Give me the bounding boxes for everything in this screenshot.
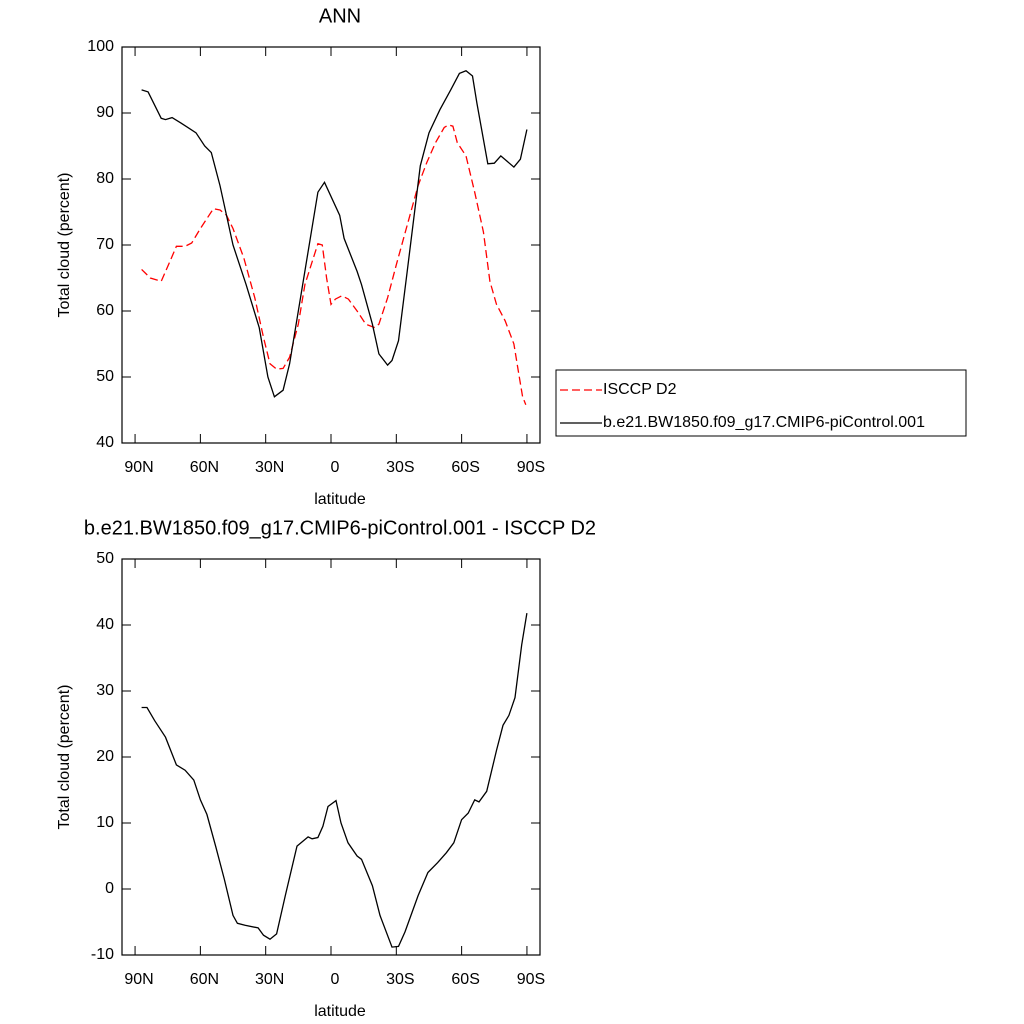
y-tick-label: 20	[96, 748, 114, 765]
plot-frame	[121, 558, 541, 956]
x-tick-label: 90S	[517, 459, 545, 476]
x-tick-label: 90S	[517, 971, 545, 988]
data-line	[141, 70, 528, 398]
legend-label: b.e21.BW1850.f09_g17.CMIP6-piControl.001	[603, 414, 925, 431]
x-tick-label: 30S	[386, 971, 414, 988]
chart-title: ANN	[319, 5, 361, 27]
y-tick-label: 0	[105, 880, 114, 897]
x-tick-label: 90N	[124, 971, 153, 988]
x-tick-label: 60S	[451, 971, 479, 988]
y-axis-label: Total cloud (percent)	[56, 173, 73, 318]
data-line	[141, 612, 528, 948]
y-tick-label: 30	[96, 682, 114, 699]
x-axis-label: latitude	[314, 1003, 366, 1020]
data-line	[141, 124, 527, 405]
y-tick-label: 10	[96, 814, 114, 831]
x-tick-label: 60S	[451, 459, 479, 476]
y-tick-label: 90	[96, 104, 114, 121]
y-tick-label: 60	[96, 302, 114, 319]
x-axis-label: latitude	[314, 491, 366, 508]
x-tick-label: 0	[331, 971, 340, 988]
x-tick-label: 60N	[190, 459, 219, 476]
x-tick-label: 60N	[190, 971, 219, 988]
y-tick-label: 50	[96, 550, 114, 567]
y-tick-label: 40	[96, 434, 114, 451]
x-tick-label: 90N	[124, 459, 153, 476]
x-tick-label: 0	[331, 459, 340, 476]
y-tick-label: 50	[96, 368, 114, 385]
y-axis-label: Total cloud (percent)	[56, 685, 73, 830]
y-tick-label: -10	[91, 946, 114, 963]
y-tick-label: 100	[87, 38, 114, 55]
y-tick-label: 80	[96, 170, 114, 187]
x-tick-label: 30S	[386, 459, 414, 476]
plot-frame	[121, 46, 541, 444]
legend-box	[555, 369, 967, 437]
x-tick-label: 30N	[255, 459, 284, 476]
legend-label: ISCCP D2	[603, 381, 677, 398]
x-tick-label: 30N	[255, 971, 284, 988]
y-tick-label: 40	[96, 616, 114, 633]
chart-title: b.e21.BW1850.f09_g17.CMIP6-piControl.001…	[84, 517, 596, 539]
y-tick-label: 70	[96, 236, 114, 253]
